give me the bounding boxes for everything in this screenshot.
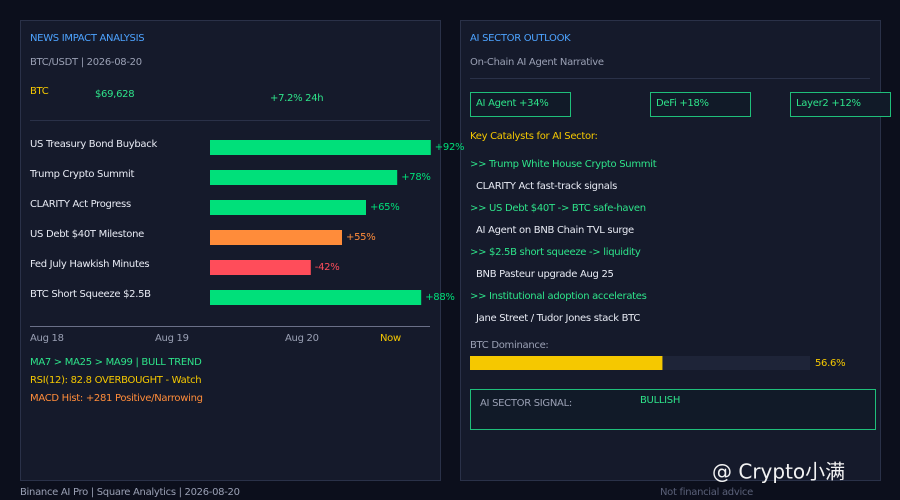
change: +7.2% 24h (270, 93, 323, 104)
impact-label: +78% (401, 172, 430, 183)
impact-label: +92% (435, 142, 464, 153)
indicator: MACD Hist: +281 Positive/Narrowing (30, 393, 203, 404)
signal-label: AI SECTOR SIGNAL: (480, 398, 572, 409)
panel-title: AI SECTOR OUTLOOK (470, 33, 571, 44)
signal-box (470, 389, 876, 430)
indicator: RSI(12): 82.8 OVERBOUGHT - Watch (30, 375, 201, 386)
impact-bar (210, 230, 342, 245)
impact-bar (210, 170, 398, 185)
impact-label: +88% (425, 292, 454, 303)
catalyst-headline: >> US Debt $40T -> BTC safe-haven (470, 203, 646, 214)
dominance-bar (470, 356, 663, 370)
catalyst-headline: >> $2.5B short squeeze -> liquidity (470, 247, 641, 258)
badge-text: Layer2 +12% (796, 98, 861, 109)
catalysts-title: Key Catalysts for AI Sector: (470, 131, 598, 142)
badge-text: DeFi +18% (656, 98, 709, 109)
event-label: BTC Short Squeeze $2.5B (30, 289, 151, 300)
impact-bar (210, 140, 431, 155)
sector-badge (470, 92, 571, 117)
event-label: CLARITY Act Progress (30, 199, 131, 210)
catalyst-detail: AI Agent on BNB Chain TVL surge (476, 225, 634, 236)
catalyst-headline: >> Trump White House Crypto Summit (470, 159, 657, 170)
event-label: US Treasury Bond Buyback (30, 139, 157, 150)
catalyst-detail: CLARITY Act fast-track signals (476, 181, 617, 192)
panel-title: NEWS IMPACT ANALYSIS (30, 33, 144, 44)
watermark: @ Crypto小满 (712, 460, 845, 484)
footer-source: Binance AI Pro | Square Analytics | 2026… (20, 487, 240, 498)
catalyst-headline: >> Institutional adoption accelerates (470, 291, 647, 302)
impact-bar (210, 290, 422, 305)
price: $69,628 (95, 89, 134, 100)
impact-label: +55% (346, 232, 375, 243)
disclaimer: Not financial advice (660, 487, 753, 498)
timeline-label: Aug 20 (285, 333, 319, 344)
sector-badge (650, 92, 751, 117)
impact-label: -42% (315, 262, 340, 273)
badge-text: AI Agent +34% (476, 98, 548, 109)
sector-badge (790, 92, 891, 117)
event-label: US Debt $40T Milestone (30, 229, 144, 240)
indicator: MA7 > MA25 > MA99 | BULL TREND (30, 357, 202, 368)
impact-bar (210, 260, 311, 275)
dominance-label: BTC Dominance: (470, 340, 549, 351)
pair: BTC/USDT | 2026-08-20 (30, 57, 142, 68)
dominance-value: 56.6% (815, 358, 845, 369)
impact-bar (210, 200, 366, 215)
timeline-label: Aug 19 (155, 333, 189, 344)
impact-label: +65% (370, 202, 399, 213)
catalyst-detail: BNB Pasteur upgrade Aug 25 (476, 269, 614, 280)
left-panel (20, 20, 441, 481)
asset: BTC (30, 86, 49, 97)
subtitle: On-Chain AI Agent Narrative (470, 57, 604, 68)
event-label: Trump Crypto Summit (29, 169, 134, 180)
signal-value: BULLISH (640, 395, 680, 406)
event-label: Fed July Hawkish Minutes (30, 259, 149, 270)
catalyst-detail: Jane Street / Tudor Jones stack BTC (475, 313, 640, 324)
timeline-label: Aug 18 (30, 333, 64, 344)
timeline-label: Now (380, 333, 401, 344)
